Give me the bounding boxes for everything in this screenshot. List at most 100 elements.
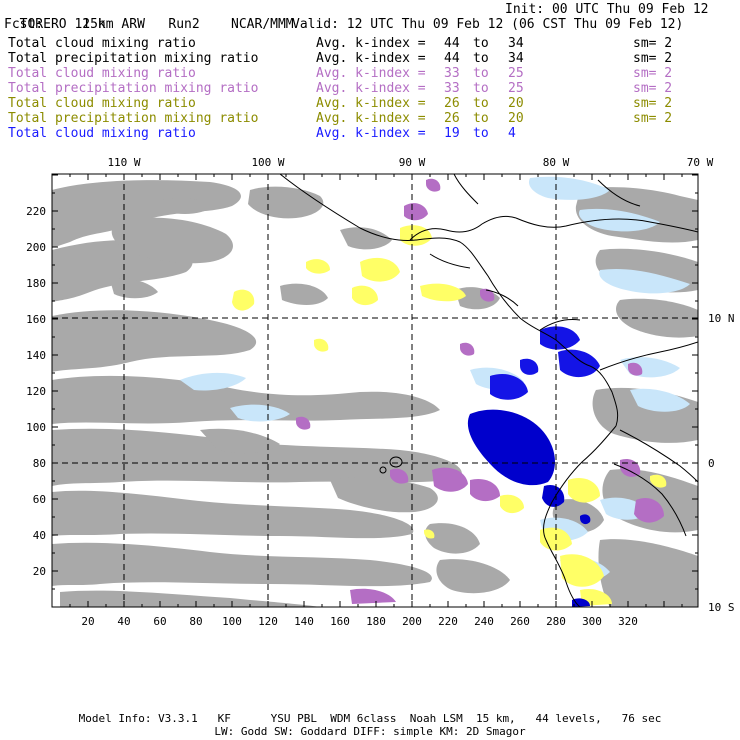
legend-row: Total precipitation mixing ratio Avg. k-…	[0, 111, 740, 126]
model-org: NCAR/MMM	[231, 17, 294, 32]
footer-physics: LW: Godd SW: Goddard DIFF: simple KM: 2D…	[214, 725, 526, 738]
header-fcst: Fcst: 12 h	[4, 17, 106, 32]
x-tick-label: 20	[81, 615, 94, 628]
y-tick-label: 120	[26, 385, 46, 398]
legend-avg: Avg. k-index =	[316, 36, 426, 51]
legend-field: Total cloud mixing ratio	[8, 66, 196, 81]
legend-to: 34	[508, 36, 524, 51]
legend-row: Total precipitation mixing ratio Avg. k-…	[0, 81, 740, 96]
lon-label: 80 W	[543, 156, 570, 169]
y-tick-label: 200	[26, 241, 46, 254]
x-tick-label: 60	[153, 615, 166, 628]
footer-model-info: Model Info: V3.3.1 KF YSU PBL WDM 6class…	[78, 712, 662, 725]
legend-to-word: to	[473, 36, 489, 51]
legend-row: Total cloud mixing ratio Avg. k-index = …	[0, 66, 740, 81]
lon-label: 70 W	[687, 156, 714, 169]
lon-label: 100 W	[251, 156, 284, 169]
legend-avg: Avg. k-index =	[316, 126, 426, 141]
coastlines	[279, 174, 698, 607]
x-tick-label: 100	[222, 615, 242, 628]
legend-to-word: to	[473, 51, 489, 66]
cloud-field	[52, 176, 698, 607]
legend-from: 33	[444, 81, 460, 96]
legend-field: Total cloud mixing ratio	[8, 36, 196, 51]
y-tick-label: 160	[26, 313, 46, 326]
lat-label: 0	[708, 457, 715, 470]
legend-row: Total cloud mixing ratio Avg. k-index = …	[0, 96, 740, 111]
legend-sm: sm= 2	[633, 96, 673, 111]
legend-from: 44	[444, 51, 460, 66]
legend-to: 25	[508, 81, 524, 96]
legend-from: 19	[444, 126, 460, 141]
legend-field: Total precipitation mixing ratio	[8, 51, 259, 66]
legend-field: Total precipitation mixing ratio	[8, 81, 259, 96]
legend-to: 20	[508, 96, 524, 111]
x-tick-label: 40	[117, 615, 130, 628]
legend-row: Total cloud mixing ratio Avg. k-index = …	[0, 126, 740, 141]
legend-row: Total cloud mixing ratio Avg. k-index = …	[0, 36, 740, 51]
model-run: Run2	[168, 17, 200, 32]
header-init: Init: 00 UTC Thu 09 Feb 12	[505, 2, 709, 17]
lon-label: 90 W	[399, 156, 426, 169]
x-tick-label: 320	[618, 615, 638, 628]
x-tick-labels: 20 40 60 80 100 120 140 160 180 200 220 …	[81, 615, 638, 628]
legend-row: Total precipitation mixing ratio Avg. k-…	[0, 51, 740, 66]
y-tick-label: 20	[33, 565, 46, 578]
header-model: TORERO 15km ARW Run2 NCAR/MMM	[4, 2, 294, 32]
purple-cloud-areas	[296, 178, 664, 604]
legend-sm: sm= 2	[633, 111, 673, 126]
legend-to-word: to	[473, 111, 489, 126]
model-resolution: 15km ARW	[82, 17, 145, 32]
legend-from: 26	[444, 111, 460, 126]
header-valid: Valid: 12 UTC Thu 09 Feb 12 (06 CST Thu …	[292, 17, 684, 32]
x-tick-label: 120	[258, 615, 278, 628]
x-tick-label: 280	[546, 615, 566, 628]
y-tick-label: 220	[26, 205, 46, 218]
x-tick-label: 180	[366, 615, 386, 628]
legend-to-word: to	[473, 96, 489, 111]
axis-ticks	[52, 174, 698, 607]
legend-from: 44	[444, 36, 460, 51]
legend-avg: Avg. k-index =	[316, 111, 426, 126]
lat-labels: 10 N 0 10 S	[708, 312, 735, 614]
legend-to: 25	[508, 66, 524, 81]
lat-label: 10 N	[708, 312, 735, 325]
y-tick-label: 40	[33, 529, 46, 542]
y-tick-label: 60	[33, 493, 46, 506]
y-tick-label: 80	[33, 457, 46, 470]
legend-sm: sm= 2	[633, 51, 673, 66]
legend-sm: sm= 2	[633, 36, 673, 51]
legend-to: 20	[508, 111, 524, 126]
legend-field: Total cloud mixing ratio	[8, 96, 196, 111]
legend-avg: Avg. k-index =	[316, 96, 426, 111]
legend-to-word: to	[473, 81, 489, 96]
lat-lon-grid	[52, 174, 698, 607]
x-tick-label: 140	[294, 615, 314, 628]
legend-sm: sm= 2	[633, 66, 673, 81]
y-tick-label: 180	[26, 277, 46, 290]
x-tick-label: 80	[189, 615, 202, 628]
y-tick-label: 100	[26, 421, 46, 434]
y-tick-labels: 20 40 60 80 100 120 140 160 180 200 220	[26, 205, 46, 578]
gray-cloud-areas	[52, 180, 698, 607]
y-tick-label: 140	[26, 349, 46, 362]
legend-to: 4	[508, 126, 516, 141]
x-tick-label: 260	[510, 615, 530, 628]
x-tick-label: 200	[402, 615, 422, 628]
legend-avg: Avg. k-index =	[316, 81, 426, 96]
legend-to-word: to	[473, 126, 489, 141]
x-tick-label: 160	[330, 615, 350, 628]
legend-to: 34	[508, 51, 524, 66]
legend-avg: Avg. k-index =	[316, 51, 426, 66]
legend-sm: sm= 2	[633, 81, 673, 96]
x-tick-label: 300	[582, 615, 602, 628]
fcst-label: Fcst:	[4, 17, 44, 32]
legend-field: Total cloud mixing ratio	[8, 126, 196, 141]
lon-labels: 110 W 100 W 90 W 80 W 70 W	[107, 156, 713, 169]
legend-field: Total precipitation mixing ratio	[8, 111, 259, 126]
model-name: TORERO	[19, 17, 67, 32]
legend-to-word: to	[473, 66, 489, 81]
x-tick-label: 220	[438, 615, 458, 628]
legend-from: 26	[444, 96, 460, 111]
